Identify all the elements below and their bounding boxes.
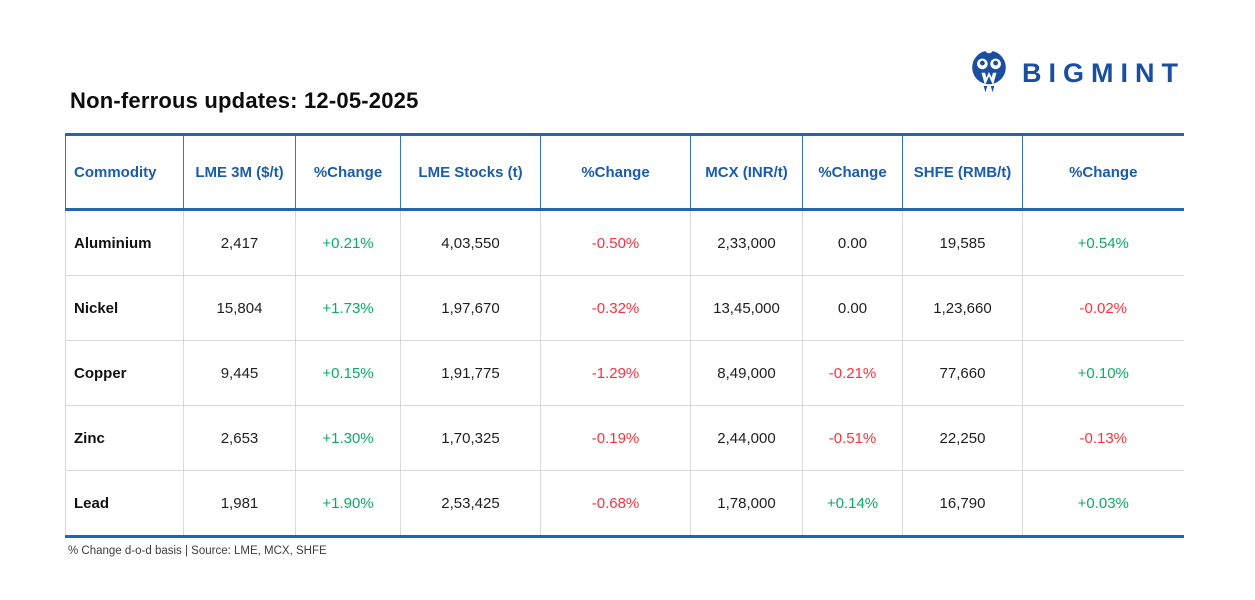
col-header-lme-stocks: LME Stocks (t)	[400, 134, 541, 211]
col-header-mcx-change: %Change	[802, 134, 903, 211]
col-header-commodity: Commodity	[65, 134, 184, 211]
col-header-lme-3m: LME 3M ($/t)	[183, 134, 296, 211]
value-cell: -0.32%	[540, 275, 691, 341]
value-cell: -1.29%	[540, 340, 691, 406]
commodity-cell: Zinc	[65, 405, 184, 471]
table-row: Copper 9,445 +0.15% 1,91,775 -1.29% 8,49,000-…	[65, 340, 1184, 406]
value-cell: -0.68%	[540, 470, 691, 537]
commodity-cell: Nickel	[65, 275, 184, 341]
value-cell: +0.15%	[295, 340, 401, 406]
value-cell: 2,417	[183, 209, 296, 276]
value-cell: 0.00	[802, 209, 903, 276]
value-cell: +0.14%	[802, 470, 903, 537]
commodity-cell: Lead	[65, 470, 184, 537]
commodity-cell: Copper	[65, 340, 184, 406]
table-row: Lead 1,981 +1.90% 2,53,425 -0.68% 1,78,000 +0.…	[65, 470, 1184, 537]
value-cell: +1.90%	[295, 470, 401, 537]
value-cell: 4,03,550	[400, 209, 541, 276]
value-cell: 13,45,000	[690, 275, 803, 341]
value-cell: -0.50%	[540, 209, 691, 276]
value-cell: 77,660	[902, 340, 1023, 406]
value-cell: -0.51%	[802, 405, 903, 471]
value-cell: 1,78,000	[690, 470, 803, 537]
value-cell: +0.10%	[1022, 340, 1184, 406]
table-body: Aluminium 2,417 +0.21% 4,03,550 -0.50% 2,33,0…	[65, 209, 1184, 537]
value-cell: 1,23,660	[902, 275, 1023, 341]
col-header-lme-3m-change: %Change	[295, 134, 401, 211]
value-cell: 1,91,775	[400, 340, 541, 406]
non-ferrous-table: Commodity LME 3M ($/t) %Change LME Stock…	[65, 133, 1184, 538]
value-cell: 1,97,670	[400, 275, 541, 341]
brand-name: BIGMINT	[1022, 58, 1185, 88]
value-cell: 15,804	[183, 275, 296, 341]
value-cell: 2,44,000	[690, 405, 803, 471]
value-cell: +1.30%	[295, 405, 401, 471]
value-cell: 9,445	[183, 340, 296, 406]
value-cell: 2,653	[183, 405, 296, 471]
bigmint-owl-icon	[966, 45, 1012, 99]
value-cell: 8,49,000	[690, 340, 803, 406]
table-row: Aluminium 2,417 +0.21% 4,03,550 -0.50% 2,33,0…	[65, 209, 1184, 276]
header-row: Commodity LME 3M ($/t) %Change LME Stock…	[65, 134, 1184, 211]
table-row: Zinc 2,653 +1.30% 1,70,325 -0.19% 2,44,000 -0.…	[65, 405, 1184, 471]
value-cell: 19,585	[902, 209, 1023, 276]
col-header-shfe: SHFE (RMB/t)	[902, 134, 1023, 211]
col-header-shfe-change: %Change	[1022, 134, 1184, 211]
value-cell: 0.00	[802, 275, 903, 341]
value-cell: -0.19%	[540, 405, 691, 471]
value-cell: 2,33,000	[690, 209, 803, 276]
commodity-cell: Aluminium	[65, 209, 184, 276]
value-cell: -0.13%	[1022, 405, 1184, 471]
value-cell: +0.03%	[1022, 470, 1184, 537]
value-cell: +1.73%	[295, 275, 401, 341]
source-footnote: % Change d-o-d basis | Source: LME, MCX,…	[68, 545, 327, 557]
col-header-mcx: MCX (INR/t)	[690, 134, 803, 211]
table-row: Nickel 15,804 +1.73% 1,97,670 -0.32% 13,45,00…	[65, 275, 1184, 341]
value-cell: +0.54%	[1022, 209, 1184, 276]
value-cell: 22,250	[902, 405, 1023, 471]
bigmint-logo: BIGMINT	[966, 45, 1185, 99]
value-cell: 1,981	[183, 470, 296, 537]
value-cell: 2,53,425	[400, 470, 541, 537]
value-cell: -0.21%	[802, 340, 903, 406]
col-header-lme-stocks-change: %Change	[540, 134, 691, 211]
value-cell: -0.02%	[1022, 275, 1184, 341]
value-cell: 16,790	[902, 470, 1023, 537]
value-cell: 1,70,325	[400, 405, 541, 471]
value-cell: +0.21%	[295, 209, 401, 276]
page-title: Non-ferrous updates: 12-05-2025	[70, 88, 419, 113]
